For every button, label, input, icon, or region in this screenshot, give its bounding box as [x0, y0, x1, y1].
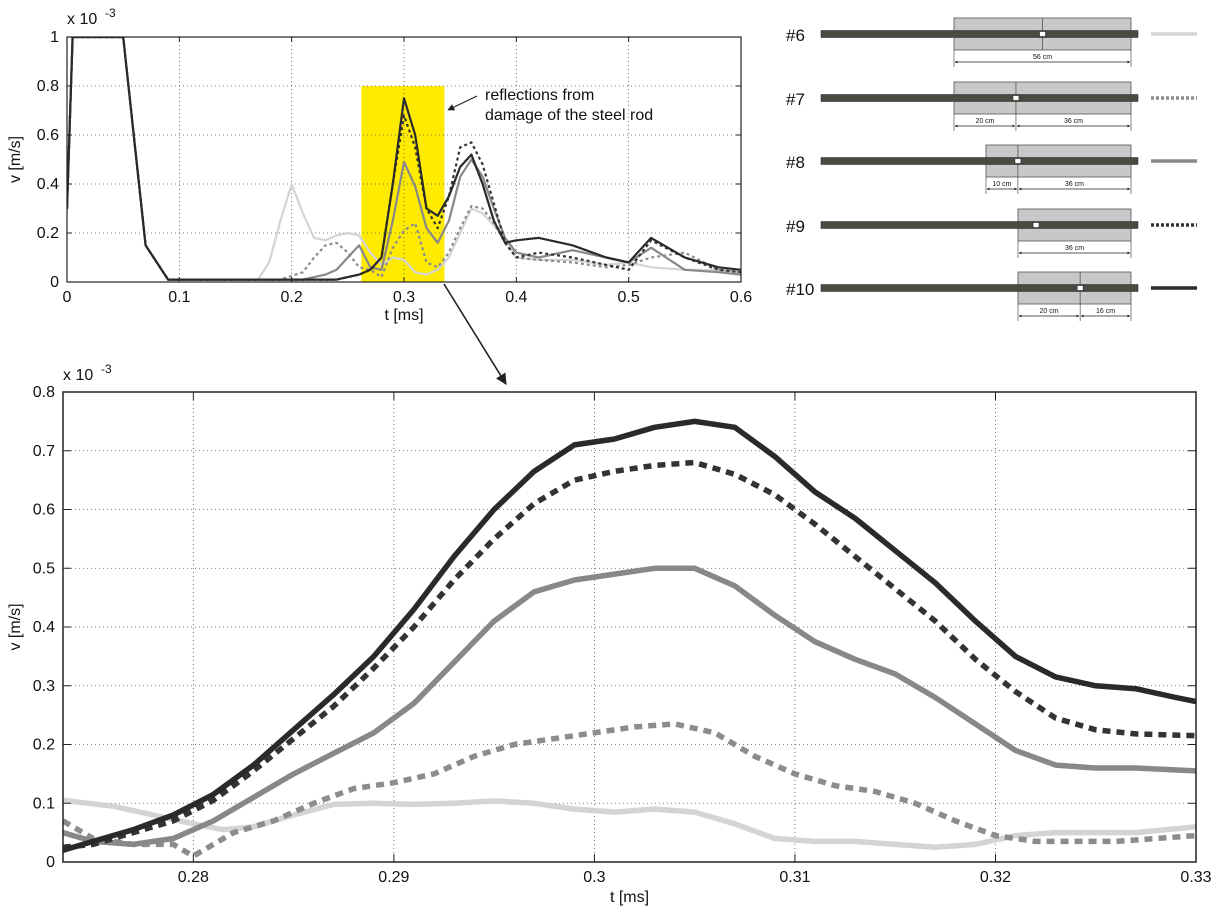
- zoom-y-axis-label: v [m/s]: [7, 603, 24, 650]
- overview-x-tick-label: 0.5: [618, 289, 640, 306]
- overview-x-tick-label: 0.1: [168, 289, 190, 306]
- steel-rod: [820, 221, 1139, 229]
- zoom-y-tick-label: 0.8: [33, 384, 55, 401]
- zoom-series-n10: [63, 418, 1196, 854]
- dimension-label: 20 cm: [975, 118, 994, 125]
- zoom-y-tick-label: 0.5: [33, 560, 55, 577]
- legend-item-n10: #10 20 cm 16 cm: [786, 271, 1197, 321]
- damage-marker: [1014, 158, 1022, 164]
- legend-item-label: #7: [786, 90, 805, 109]
- zoom-y-tick-label: 0.1: [33, 795, 55, 812]
- steel-rod: [820, 284, 1139, 292]
- zoom-series: [63, 418, 1196, 859]
- legend-item-n6: #6 56 cm: [786, 17, 1197, 67]
- zoom-y-tick-label: 0.2: [33, 737, 55, 754]
- damage-marker: [1012, 95, 1020, 101]
- zoom-y-multiplier-base: x 10: [63, 367, 93, 384]
- zoom-y-multiplier: x 10 -3: [63, 362, 112, 384]
- overview-y-tick-label: 0.8: [37, 78, 59, 95]
- zoom-series-n7: [63, 721, 1196, 859]
- dimension-label: 56 cm: [1033, 54, 1052, 61]
- legend-item-label: #9: [786, 217, 805, 236]
- legend-item-n7: #7 20 cm 36 cm: [786, 81, 1197, 131]
- zoom-y-tick-label: 0.7: [33, 443, 55, 460]
- overview-x-tick-label: 0: [63, 289, 72, 306]
- dimension-label: 36 cm: [1065, 181, 1084, 188]
- overview-y-multiplier-base: x 10: [67, 11, 97, 28]
- legend-item-n8: #8 10 cm 36 cm: [786, 144, 1197, 194]
- zoom-x-tick-label: 0.32: [980, 869, 1011, 886]
- annotation-line-2: damage of the steel rod: [485, 107, 653, 124]
- overview-y-tick-label: 1: [50, 29, 59, 46]
- legend-item-label: #10: [786, 280, 814, 299]
- overview-y-tick-label: 0.2: [37, 225, 59, 242]
- zoom-x-tick-label: 0.3: [583, 869, 605, 886]
- zoom-grid: [63, 392, 1196, 862]
- steel-rod: [820, 157, 1139, 165]
- overview-ticks: 0 0.1 0.2 0.3 0.4 0.5 0.6 0 0.2 0.4 0.6 0.8 1: [37, 29, 752, 306]
- overview-x-tick-label: 0.6: [730, 289, 752, 306]
- overview-x-tick-label: 0.2: [281, 289, 303, 306]
- annotation-arrow: [447, 95, 478, 111]
- legend-item-label: #6: [786, 26, 805, 45]
- steel-rod: [820, 94, 1139, 102]
- zoom-x-axis-label: t [ms]: [610, 889, 649, 906]
- overview-y-multiplier: x 10 -3: [67, 6, 116, 28]
- zoom-plot-frame: [62, 391, 1197, 863]
- overview-x-tick-label: 0.3: [393, 289, 415, 306]
- zoom-y-tick-label: 0.4: [33, 619, 55, 636]
- dimension-label: 36 cm: [1065, 245, 1084, 252]
- zoom-ticks: 0.28 0.29 0.3 0.31 0.32 0.33 0 0.1 0.2 0.3 0.4 0.5 0…: [33, 384, 1212, 886]
- annotation: reflections from damage of the steel rod: [447, 87, 653, 124]
- zoom-arrow: [443, 283, 507, 385]
- overview-y-multiplier-exponent: -3: [105, 6, 116, 20]
- overview-y-tick-label: 0.4: [37, 176, 59, 193]
- zoom-x-tick-label: 0.33: [1180, 869, 1211, 886]
- legend: #6 56 cm #7 20 cm 36 cm #8 10 cm 36 cm #9 36 cm #1…: [786, 17, 1197, 321]
- overview-series: [67, 37, 741, 281]
- overview-x-tick-label: 0.4: [505, 289, 527, 306]
- dimension-label: 16 cm: [1096, 308, 1115, 315]
- dimension-label: 36 cm: [1064, 118, 1083, 125]
- zoom-y-tick-label: 0.3: [33, 678, 55, 695]
- legend-item-label: #8: [786, 153, 805, 172]
- zoom-chart: 0.28 0.29 0.3 0.31 0.32 0.33 0 0.1 0.2 0.3 0.4 0.5 0…: [7, 362, 1212, 906]
- damage-marker: [1032, 222, 1040, 228]
- zoom-series-n9: [63, 459, 1196, 851]
- dimension-label: 10 cm: [992, 181, 1011, 188]
- dimension-label: 20 cm: [1040, 308, 1059, 315]
- zoom-y-multiplier-exponent: -3: [101, 362, 112, 376]
- overview-y-tick-label: 0: [50, 274, 59, 291]
- overview-x-axis-label: t [ms]: [384, 307, 423, 324]
- zoom-x-tick-label: 0.28: [178, 869, 209, 886]
- zoom-x-tick-label: 0.29: [378, 869, 409, 886]
- steel-rod: [820, 30, 1139, 38]
- zoom-x-tick-label: 0.31: [779, 869, 810, 886]
- legend-item-n9: #9 36 cm: [786, 208, 1197, 258]
- zoom-series-n8: [63, 565, 1196, 848]
- overview-chart: 0 0.1 0.2 0.3 0.4 0.5 0.6 0 0.2 0.4 0.6 0.8 1 t [ms]…: [7, 6, 752, 385]
- overview-y-axis-label: v [m/s]: [7, 136, 24, 183]
- damage-marker: [1039, 31, 1046, 37]
- zoom-y-tick-label: 0.6: [33, 502, 55, 519]
- damage-marker: [1076, 285, 1084, 291]
- overview-y-tick-label: 0.6: [37, 127, 59, 144]
- annotation-line-1: reflections from: [485, 87, 594, 104]
- overview-series-n10: [67, 37, 741, 281]
- zoom-y-tick-label: 0: [46, 854, 55, 871]
